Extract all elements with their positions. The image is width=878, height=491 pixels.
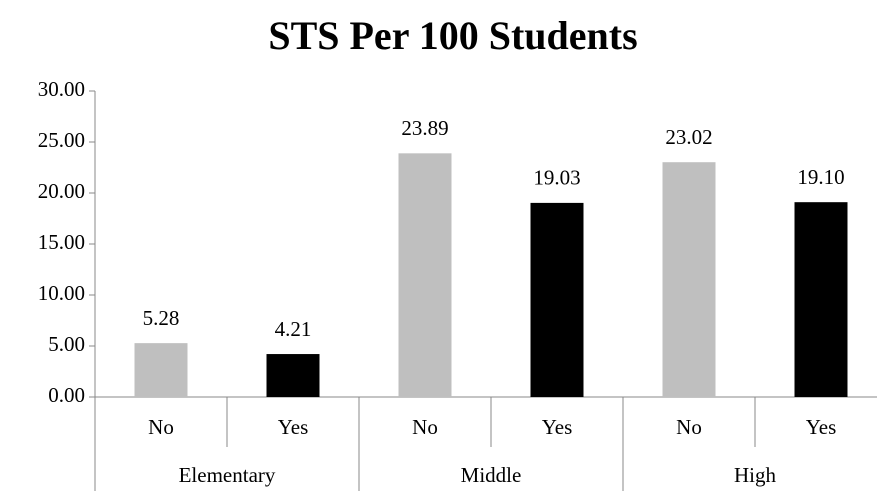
- data-label: 19.03: [533, 166, 580, 190]
- group-label: Elementary: [179, 463, 276, 487]
- data-label: 23.02: [665, 125, 712, 149]
- data-label: 23.89: [401, 116, 448, 140]
- y-tick-label: 10.00: [38, 281, 85, 305]
- y-tick-label: 5.00: [48, 332, 85, 356]
- x-tick-label: Yes: [806, 415, 837, 439]
- chart-title: STS Per 100 Students: [268, 13, 637, 58]
- data-label: 5.28: [143, 306, 180, 330]
- y-tick-label: 30.00: [38, 77, 85, 101]
- group-label: Middle: [461, 463, 522, 487]
- bar: [662, 162, 716, 397]
- y-tick-label: 15.00: [38, 230, 85, 254]
- y-tick-label: 25.00: [38, 128, 85, 152]
- bar: [530, 202, 584, 397]
- bar: [398, 153, 452, 397]
- x-tick-label: No: [676, 415, 702, 439]
- data-label: 4.21: [275, 317, 312, 341]
- bar: [134, 343, 188, 397]
- data-label: 19.10: [797, 165, 844, 189]
- x-tick-label: No: [148, 415, 174, 439]
- y-tick-label: 0.00: [48, 383, 85, 407]
- y-tick-label: 20.00: [38, 179, 85, 203]
- x-tick-label: Yes: [542, 415, 573, 439]
- bar: [794, 202, 848, 397]
- group-label: High: [734, 463, 777, 487]
- x-tick-label: Yes: [278, 415, 309, 439]
- bar: [266, 354, 320, 397]
- x-tick-label: No: [412, 415, 438, 439]
